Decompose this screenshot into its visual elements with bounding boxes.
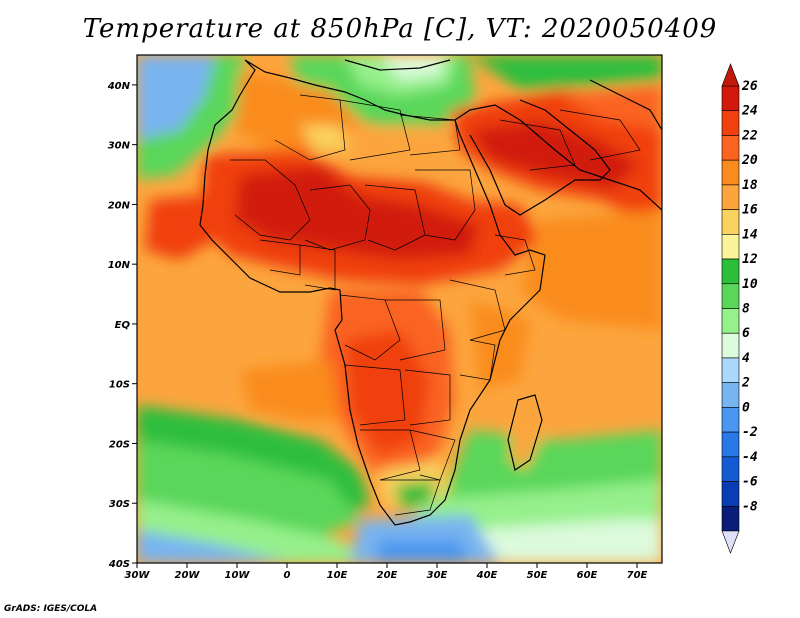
lon-tick-label: 10E bbox=[327, 570, 348, 581]
colorbar-swatch bbox=[721, 209, 740, 235]
lat-tick-label: 30N bbox=[108, 141, 131, 152]
colorbar-swatch bbox=[721, 357, 740, 383]
lon-tick-label: 30E bbox=[427, 570, 448, 581]
lon-tick-label: 20E bbox=[377, 570, 398, 581]
colorbar-label: 22 bbox=[741, 128, 758, 143]
lon-tick-label: 20W bbox=[175, 570, 201, 581]
colorbar-swatch bbox=[721, 505, 740, 532]
lat-tick-label: EQ bbox=[115, 320, 131, 331]
chart-title: Temperature at 850hPa [C], VT: 202005040… bbox=[82, 14, 718, 44]
credit-footer: GrADS: IGES/COLA bbox=[4, 604, 98, 614]
colorbar-swatch bbox=[721, 110, 740, 136]
latitude-axis: 40S 30S 20S 10S EQ 10N 20N 30N 40N bbox=[107, 81, 137, 570]
colorbar-swatch bbox=[721, 481, 740, 507]
lon-tick-label: 30W bbox=[125, 570, 151, 581]
colorbar-swatch bbox=[721, 283, 740, 309]
colorbar-label: 14 bbox=[742, 227, 758, 242]
lat-tick-label: 40S bbox=[108, 559, 130, 570]
lon-tick-label: 0 bbox=[284, 570, 291, 581]
colorbar-label: 0 bbox=[742, 400, 750, 415]
colorbar-max-arrow bbox=[721, 63, 740, 87]
lon-tick-label: 60E bbox=[577, 570, 598, 581]
colorbar-swatch bbox=[721, 184, 740, 210]
colorbar-label: 4 bbox=[742, 351, 750, 366]
lon-tick-label: 40E bbox=[476, 570, 498, 581]
colorbar-label: 26 bbox=[741, 79, 758, 94]
colorbar-swatch bbox=[721, 332, 740, 359]
colorbar-label: 16 bbox=[742, 203, 758, 218]
colorbar-swatch bbox=[721, 308, 740, 334]
coastline-outline bbox=[199, 59, 662, 526]
lat-tick-label: 40N bbox=[107, 81, 131, 92]
colorbar-swatch bbox=[721, 234, 740, 260]
country-borders bbox=[230, 94, 641, 516]
colorbar-label: 8 bbox=[742, 302, 750, 317]
plot-frame bbox=[136, 54, 663, 564]
colorbar-swatch bbox=[721, 135, 740, 161]
colorbar-label: 6 bbox=[742, 326, 750, 341]
colorbar-label: 24 bbox=[741, 104, 758, 119]
colorbar-label: -4 bbox=[742, 450, 758, 465]
colorbar-swatch bbox=[721, 456, 740, 482]
colorbar-label: 20 bbox=[741, 153, 758, 168]
colorbar-label: 2 bbox=[741, 376, 750, 391]
colorbar-swatch bbox=[721, 85, 740, 112]
lat-tick-label: 10S bbox=[109, 380, 130, 391]
colorbar-label: -6 bbox=[742, 475, 758, 490]
colorbar-label: -8 bbox=[742, 499, 758, 514]
colorbar-swatch bbox=[721, 382, 740, 408]
colorbar-swatch bbox=[721, 159, 740, 186]
lat-tick-label: 10N bbox=[108, 260, 131, 271]
lat-tick-label: 30S bbox=[109, 499, 130, 510]
colorbar-label: 12 bbox=[742, 252, 758, 267]
lon-tick-label: 10W bbox=[225, 570, 251, 581]
colorbar-label: -2 bbox=[742, 425, 758, 440]
lon-tick-label: 70E bbox=[627, 570, 648, 581]
colorbar-min-arrow bbox=[721, 530, 740, 554]
lat-tick-label: 20N bbox=[108, 200, 131, 211]
colorbar-swatch bbox=[721, 431, 740, 458]
lat-tick-label: 20S bbox=[109, 439, 130, 450]
colorbar-label: 18 bbox=[742, 178, 758, 193]
lon-tick-label: 50E bbox=[527, 570, 548, 581]
colorbar-swatch bbox=[721, 258, 740, 285]
longitude-axis: 30W 20W 10W 0 10E 20E 30E 40E 50E 60E 70E bbox=[125, 563, 648, 581]
colorbar-swatch bbox=[721, 407, 740, 433]
colorbar-label: 10 bbox=[742, 277, 758, 292]
temperature-field bbox=[137, 55, 662, 563]
